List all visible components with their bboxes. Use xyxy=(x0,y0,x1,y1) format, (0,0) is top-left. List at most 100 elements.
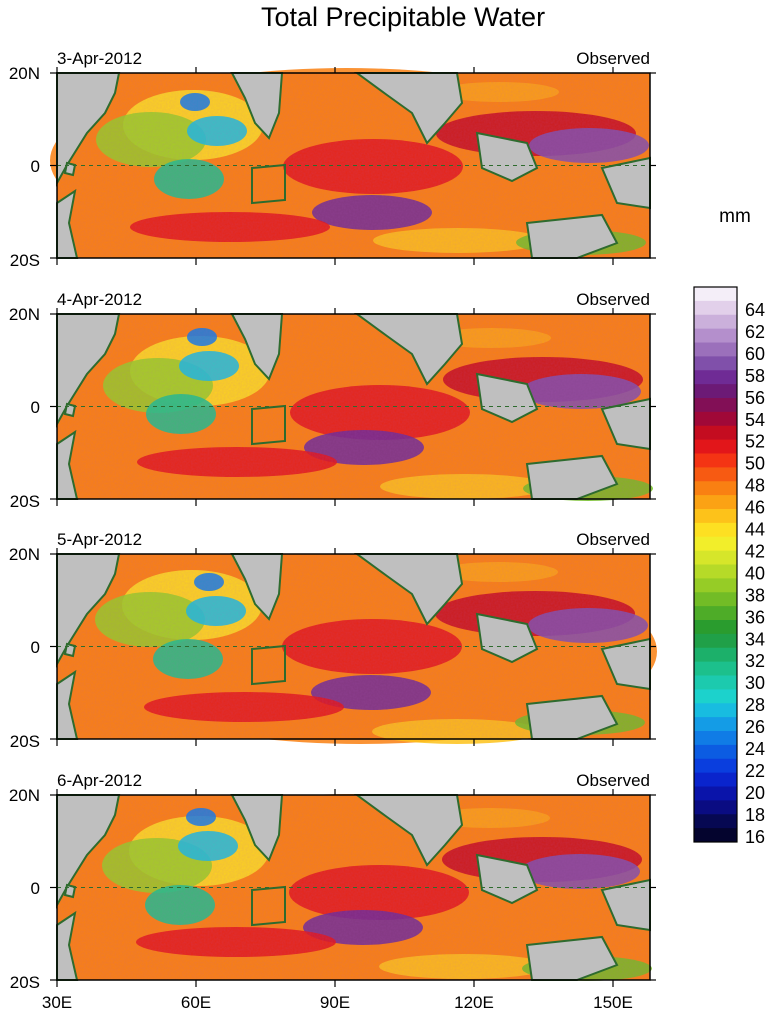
lon-label: 60E xyxy=(181,993,211,1012)
land-mass xyxy=(475,372,539,424)
colorbar-label: 46 xyxy=(745,498,765,518)
lat-label-south: 20S xyxy=(10,251,40,270)
land-mass xyxy=(56,313,121,428)
target-box xyxy=(251,644,286,686)
lat-label-north: 20N xyxy=(9,545,40,564)
panel-status: Observed xyxy=(576,530,650,549)
colorbar-swatch xyxy=(694,342,737,357)
colorbar-swatch xyxy=(694,564,737,579)
colorbar-label: 32 xyxy=(745,651,765,671)
panel-date: 5-Apr-2012 xyxy=(57,530,142,549)
land-mass xyxy=(475,853,539,905)
land-mass xyxy=(525,935,619,981)
lon-label: 90E xyxy=(320,993,350,1012)
colorbar-swatch xyxy=(694,495,737,510)
lat-label-equator: 0 xyxy=(31,879,40,898)
y-axis-labels: 20N 0 20S 20N 0 20S 20N 0 20S 20N 0 20S xyxy=(9,64,40,992)
colorbar-swatch xyxy=(694,731,737,746)
colorbar-swatch xyxy=(694,717,737,732)
colorbar-swatch xyxy=(694,758,737,774)
x-axis-labels: 30E 60E 90E 120E 150E xyxy=(42,993,633,1012)
land-mass xyxy=(353,553,464,626)
colorbar-swatch xyxy=(694,592,737,607)
panel-status: Observed xyxy=(576,771,650,790)
colorbar-swatch xyxy=(694,647,737,663)
colorbar-swatch xyxy=(694,522,737,538)
land-mass xyxy=(56,553,121,668)
land-mass xyxy=(525,213,619,259)
colorbar-label: 24 xyxy=(745,739,765,759)
colorbar-swatch xyxy=(694,370,737,385)
colorbar-label: 52 xyxy=(745,432,765,452)
map-panel: 3-Apr-2012 Observed xyxy=(50,49,656,265)
colorbar-label: 60 xyxy=(745,344,765,364)
map-panel: 6-Apr-2012 Observed xyxy=(50,771,656,987)
lat-label-north: 20N xyxy=(9,305,40,324)
land-mass xyxy=(63,883,77,899)
colorbar-swatch xyxy=(694,703,737,718)
colorbar-label: 16 xyxy=(745,827,765,847)
colorbar-swatch xyxy=(694,411,737,427)
colorbar-swatch xyxy=(694,633,737,649)
colorbar-label: 48 xyxy=(745,476,765,496)
lat-label-equator: 0 xyxy=(31,398,40,417)
lon-label: 30E xyxy=(42,993,72,1012)
lat-label-north: 20N xyxy=(9,64,40,83)
colorbar-swatch xyxy=(694,425,737,441)
panel-status: Observed xyxy=(576,290,650,309)
lat-label-south: 20S xyxy=(10,732,40,751)
land-mass xyxy=(525,694,619,740)
colorbar-swatch xyxy=(694,328,737,343)
colorbar-label: 30 xyxy=(745,673,765,693)
colorbar-swatch xyxy=(694,828,737,843)
colorbar-label: 50 xyxy=(745,454,765,474)
colorbar-swatch xyxy=(694,772,737,787)
colorbar-label: 62 xyxy=(745,322,765,342)
colorbar-swatch xyxy=(694,620,737,635)
colorbar-swatch xyxy=(694,384,737,399)
colorbar-swatch xyxy=(694,509,737,524)
colorbar-swatch xyxy=(694,439,737,454)
land-mass xyxy=(475,131,539,183)
colorbar-swatch xyxy=(694,578,737,593)
panel-date: 6-Apr-2012 xyxy=(57,771,142,790)
colorbar-swatch xyxy=(694,689,737,704)
panel-date: 4-Apr-2012 xyxy=(57,290,142,309)
colorbar-swatch xyxy=(694,300,737,316)
colorbar-label: 36 xyxy=(745,607,765,627)
panel-date: 3-Apr-2012 xyxy=(57,49,142,68)
colorbar-label: 20 xyxy=(745,783,765,803)
colorbar-swatch xyxy=(694,786,737,801)
target-box xyxy=(251,404,286,446)
land-mass xyxy=(56,72,121,187)
colorbar-swatch xyxy=(694,314,737,330)
lon-label: 120E xyxy=(454,993,494,1012)
colorbar-swatch xyxy=(694,744,737,760)
lat-label-north: 20N xyxy=(9,786,40,805)
colorbar-label: 58 xyxy=(745,366,765,386)
colorbar-swatch xyxy=(694,481,737,496)
lat-label-south: 20S xyxy=(10,973,40,992)
colorbar-swatch xyxy=(694,800,737,815)
colorbar-swatch xyxy=(694,453,737,468)
colorbar-label: 38 xyxy=(745,585,765,605)
colorbar-label: 28 xyxy=(745,695,765,715)
panel-status: Observed xyxy=(576,49,650,68)
colorbar: 6462605856545250484644424038363432302826… xyxy=(693,286,765,847)
lat-label-south: 20S xyxy=(10,492,40,511)
map-panel: 5-Apr-2012 Observed xyxy=(50,530,657,746)
colorbar-label: 26 xyxy=(745,717,765,737)
lat-label-equator: 0 xyxy=(31,638,40,657)
lon-label: 150E xyxy=(593,993,633,1012)
land-mass xyxy=(63,161,77,177)
colorbar-swatch xyxy=(694,675,737,690)
colorbar-label: 54 xyxy=(745,410,765,430)
land-mass xyxy=(63,402,77,418)
colorbar-label: 18 xyxy=(745,805,765,825)
colorbar-swatch xyxy=(694,550,737,565)
land-mass xyxy=(353,794,464,867)
land-mass xyxy=(353,313,464,386)
colorbar-label: 40 xyxy=(745,563,765,583)
target-box xyxy=(251,885,286,927)
